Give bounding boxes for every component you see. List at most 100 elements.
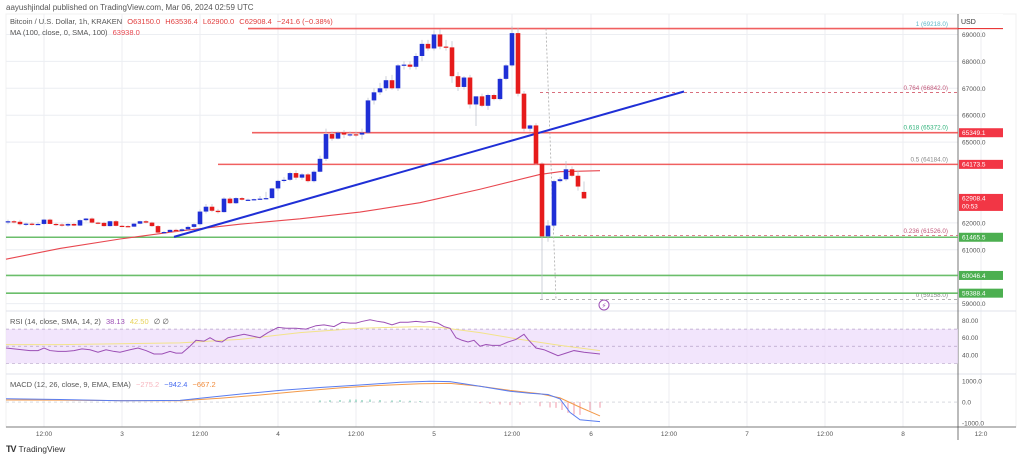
price-tag: [959, 128, 1003, 138]
candle-body: [443, 46, 449, 48]
candle-body: [11, 221, 17, 223]
candle-body: [527, 125, 533, 129]
ohlc-change: −241.6 (−0.38%): [276, 17, 333, 26]
candle-body: [53, 223, 59, 226]
candle-body: [521, 93, 527, 129]
candle-body: [419, 43, 425, 56]
candle-body: [191, 224, 197, 227]
ma-value: 63938.0: [112, 28, 140, 37]
candle-body: [395, 65, 401, 89]
price-tag-label: 61465.5: [962, 235, 986, 242]
candle-body: [509, 33, 515, 66]
candle-body: [329, 134, 335, 139]
candle-body: [335, 132, 341, 139]
candle-body: [347, 134, 353, 136]
time-tick: 12:00: [504, 431, 521, 438]
fib-label: 0.5 (64184.0): [911, 157, 948, 164]
price-tag-label: 59388.4: [962, 290, 986, 297]
rsi-ma-line: [6, 326, 601, 352]
candle-body: [179, 229, 185, 231]
candle-body: [431, 34, 437, 49]
candle-body: [449, 47, 455, 77]
candle-body: [551, 181, 557, 226]
candle-body: [377, 88, 383, 93]
price-tick: 67000.0: [962, 86, 986, 93]
candle-body: [491, 95, 497, 100]
candle-body: [263, 198, 269, 200]
macd-tick: 1000.0: [962, 379, 982, 386]
ohlc-low: L62900.0: [202, 17, 235, 26]
price-tag: [959, 159, 1003, 169]
candle-body: [107, 221, 113, 227]
candle-body: [293, 173, 299, 178]
ma-legend: MA (100, close, 0, SMA, 100) 63938.0: [10, 28, 143, 37]
fib-label: 0.618 (65372.0): [904, 125, 948, 132]
time-tick: 6: [589, 431, 593, 438]
candle-body: [407, 64, 413, 67]
macd-label: MACD (12, 26, close, 9, EMA, EMA): [10, 380, 131, 389]
candle-body: [305, 174, 311, 182]
macd-value: −942.4: [164, 380, 188, 389]
candle-body: [95, 222, 101, 224]
candle-body: [497, 78, 503, 100]
rsi-label: RSI (14, close, SMA, 14, 2): [10, 317, 101, 326]
candle-body: [125, 226, 131, 228]
price-tick: 68000.0: [962, 59, 986, 66]
candle-body: [215, 210, 221, 213]
candle-body: [17, 221, 23, 225]
price-tick: 65000.0: [962, 140, 986, 147]
candle-body: [371, 92, 377, 101]
tv-logo-icon: TV: [6, 444, 16, 454]
brand-name: TradingView: [18, 444, 66, 454]
candle-body: [287, 173, 293, 180]
candle-body: [77, 220, 83, 226]
rsi-extra: ∅ ∅: [153, 317, 169, 326]
time-tick: 12:00: [348, 431, 365, 438]
candle-body: [311, 171, 317, 182]
candle-body: [323, 134, 329, 159]
candle-body: [131, 223, 137, 227]
candle-body: [257, 198, 263, 200]
candle-body: [5, 221, 11, 223]
candle-body: [209, 206, 215, 211]
candle-body: [281, 179, 287, 182]
candle-body: [437, 34, 443, 47]
candle-body: [167, 229, 173, 233]
rsi-tick: 60.00: [962, 335, 979, 342]
trendline: [173, 90, 685, 238]
price-tag-label: 65349.1: [962, 130, 986, 137]
candle-body: [563, 169, 569, 180]
candle-body: [143, 221, 149, 223]
candle-body: [401, 64, 407, 66]
macd-signal-value: −667.2: [192, 380, 216, 389]
candle-body: [203, 206, 209, 212]
candle-body: [155, 226, 161, 233]
candle-body: [59, 224, 65, 226]
candle-body: [161, 232, 167, 234]
ohlc-open: O63150.0: [127, 17, 161, 26]
countdown-label: 00:53: [962, 203, 978, 210]
publisher-line: aayushjindal published on TradingView.co…: [6, 3, 254, 12]
candle-body: [29, 223, 35, 225]
rsi-tick: 40.00: [962, 352, 979, 359]
candle-body: [137, 221, 143, 224]
candle-body: [557, 179, 563, 182]
candle-body: [71, 223, 77, 226]
tradingview-logo[interactable]: TV TradingView: [6, 444, 65, 454]
price-tick: 69000.0: [962, 32, 986, 39]
price-tag: [959, 193, 1003, 211]
fib-label: 0.764 (66842.0): [904, 85, 948, 92]
rsi-tick: 80.00: [962, 318, 979, 325]
currency-label[interactable]: USD: [961, 19, 976, 26]
candle-body: [473, 96, 479, 105]
candle-body: [575, 175, 581, 187]
candle-body: [485, 95, 491, 106]
rsi-value: 38.13: [105, 317, 125, 326]
time-tick: 12:00: [192, 431, 209, 438]
time-tick: 5: [432, 431, 436, 438]
candle-body: [47, 219, 53, 224]
time-tick: 4: [276, 431, 280, 438]
candle-body: [503, 65, 509, 79]
candle-body: [479, 96, 485, 106]
